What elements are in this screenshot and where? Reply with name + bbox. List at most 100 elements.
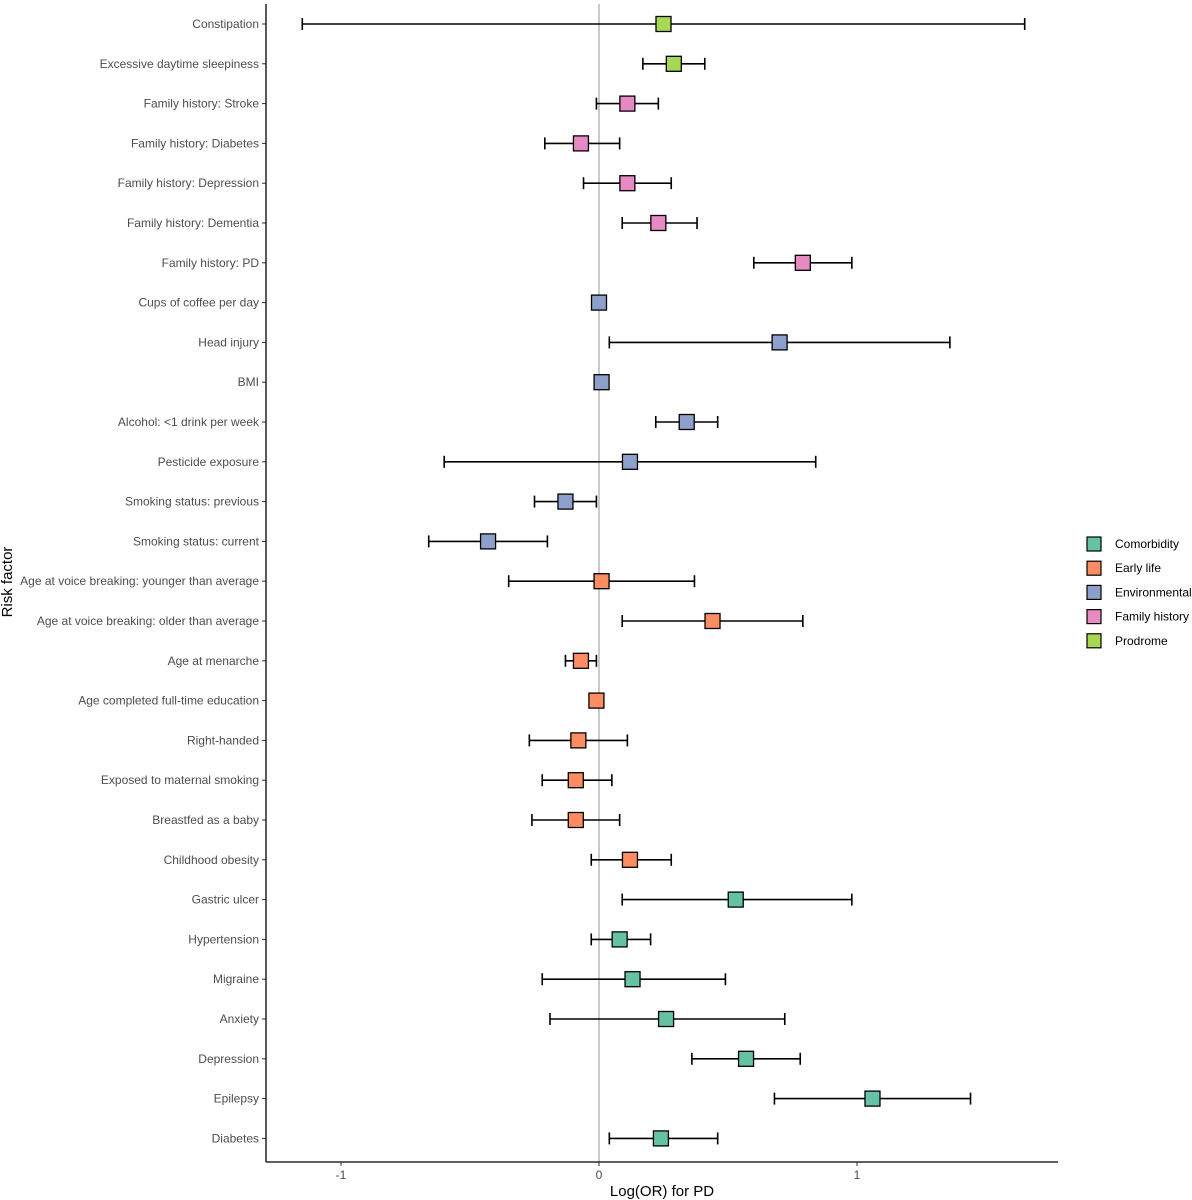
legend-item: Family history xyxy=(1086,608,1189,625)
estimate-box xyxy=(619,95,636,112)
row-label: Family history: Diabetes xyxy=(131,136,259,150)
estimate-box xyxy=(557,493,574,510)
risk-factor-rows: Constipation Excessive daytime sleepiness… xyxy=(20,15,1026,1147)
risk-factor-row: Smoking status: previous xyxy=(125,493,598,510)
legend-item: Early life xyxy=(1086,560,1161,576)
estimate-box xyxy=(590,294,608,311)
row-label: Family history: PD xyxy=(162,256,260,270)
risk-factor-row: Smoking status: current xyxy=(133,533,549,550)
risk-factor-row: Age at voice breaking: older than averag… xyxy=(37,612,804,630)
legend-label: Family history xyxy=(1115,610,1189,624)
estimate-box xyxy=(665,55,682,72)
legend-label: Environmental xyxy=(1115,585,1192,599)
risk-factor-row: Migraine xyxy=(213,971,727,988)
row-label: Excessive daytime sleepiness xyxy=(100,57,259,71)
estimate-box xyxy=(771,334,788,351)
legend: Comorbidity Early life Environmental Family… xyxy=(1086,536,1192,649)
risk-factor-row: Breastfed as a baby xyxy=(152,811,621,829)
legend-item: Comorbidity xyxy=(1086,536,1179,552)
legend-swatch xyxy=(1086,560,1102,576)
risk-factor-row: Gastric ulcer xyxy=(192,891,853,908)
row-label: Smoking status: current xyxy=(133,534,260,548)
estimate-box xyxy=(657,1010,675,1028)
estimate-box xyxy=(572,135,590,152)
row-label: Diabetes xyxy=(212,1131,259,1145)
estimate-box xyxy=(678,413,695,431)
row-label: Childhood obesity xyxy=(164,853,259,867)
row-label: Age at voice breaking: older than averag… xyxy=(37,614,259,628)
risk-factor-row: Age at menarche xyxy=(168,652,598,669)
row-label: Family history: Dementia xyxy=(127,216,259,230)
legend-swatch xyxy=(1086,536,1102,552)
estimate-box xyxy=(572,652,590,669)
x-tick-label: 1 xyxy=(854,1168,861,1182)
risk-factor-row: Right-handed xyxy=(187,732,629,749)
risk-factor-row: Family history: PD xyxy=(162,254,853,271)
x-tick-label: 0 xyxy=(596,1168,603,1182)
legend-label: Comorbidity xyxy=(1115,537,1179,551)
x-tick-label: -1 xyxy=(336,1168,347,1182)
row-label: Epilepsy xyxy=(214,1092,259,1106)
row-label: Right-handed xyxy=(187,733,259,747)
risk-factor-row: Epilepsy xyxy=(214,1090,972,1107)
row-label: Head injury xyxy=(198,335,259,349)
estimate-box xyxy=(652,1130,670,1147)
risk-factor-row: Age at voice breaking: younger than aver… xyxy=(20,573,696,590)
legend-label: Early life xyxy=(1115,561,1161,575)
estimate-box xyxy=(650,214,667,232)
estimate-box xyxy=(593,573,610,590)
risk-factor-row: Family history: Depression xyxy=(118,175,673,192)
row-label: Cups of coffee per day xyxy=(138,296,259,310)
legend-swatch xyxy=(1086,633,1102,649)
row-label: Smoking status: previous xyxy=(125,495,259,509)
risk-factor-row: Cups of coffee per day xyxy=(138,294,608,311)
axes: -1 0 1 xyxy=(265,4,1058,1182)
estimate-box xyxy=(704,612,721,630)
row-label: Constipation xyxy=(192,17,259,31)
risk-factor-row: Head injury xyxy=(198,334,951,351)
y-axis-title: Risk factor xyxy=(0,547,16,618)
estimate-box xyxy=(864,1090,881,1107)
risk-factor-row: Constipation xyxy=(192,15,1026,33)
legend-swatch xyxy=(1086,608,1102,625)
row-label: Age completed full-time education xyxy=(78,694,259,708)
estimate-box xyxy=(737,1050,755,1067)
risk-factor-row: Age completed full-time education xyxy=(78,692,605,709)
estimate-box xyxy=(794,254,811,271)
risk-factor-row: Childhood obesity xyxy=(164,851,673,868)
risk-factor-row: Diabetes xyxy=(212,1130,719,1147)
estimate-box xyxy=(624,971,641,988)
legend-label: Prodrome xyxy=(1115,634,1168,648)
row-label: Age at voice breaking: younger than aver… xyxy=(20,574,259,588)
risk-factor-row: Exposed to maternal smoking xyxy=(101,772,613,789)
legend-item: Environmental xyxy=(1086,584,1192,601)
estimate-box xyxy=(655,15,672,33)
row-label: Exposed to maternal smoking xyxy=(101,773,259,787)
row-label: Migraine xyxy=(213,972,259,986)
row-label: Age at menarche xyxy=(168,654,260,668)
row-label: Gastric ulcer xyxy=(192,893,259,907)
risk-factor-row: Pesticide exposure xyxy=(158,453,817,470)
estimate-box xyxy=(570,732,587,749)
estimate-box xyxy=(621,851,639,868)
risk-factor-row: Family history: Dementia xyxy=(127,214,698,232)
risk-factor-row: Family history: Diabetes xyxy=(131,135,621,152)
estimate-box xyxy=(621,453,639,470)
estimate-box xyxy=(619,175,636,192)
estimate-box xyxy=(727,891,744,908)
estimate-box xyxy=(611,931,628,948)
row-label: Family history: Stroke xyxy=(144,97,260,111)
legend-swatch xyxy=(1086,584,1102,601)
estimate-box xyxy=(567,811,584,829)
risk-factor-row: Depression xyxy=(198,1050,802,1067)
risk-factor-row: Excessive daytime sleepiness xyxy=(100,55,706,72)
risk-factor-row: Alcohol: <1 drink per week xyxy=(118,413,719,431)
row-label: Anxiety xyxy=(220,1012,259,1026)
row-label: Family history: Depression xyxy=(118,176,259,190)
risk-factor-row: Family history: Stroke xyxy=(144,95,660,112)
risk-factor-row: Hypertension xyxy=(188,931,652,948)
row-label: Breastfed as a baby xyxy=(152,813,259,827)
row-label: Alcohol: <1 drink per week xyxy=(118,415,260,429)
legend-item: Prodrome xyxy=(1086,633,1168,649)
estimate-box xyxy=(479,533,497,550)
